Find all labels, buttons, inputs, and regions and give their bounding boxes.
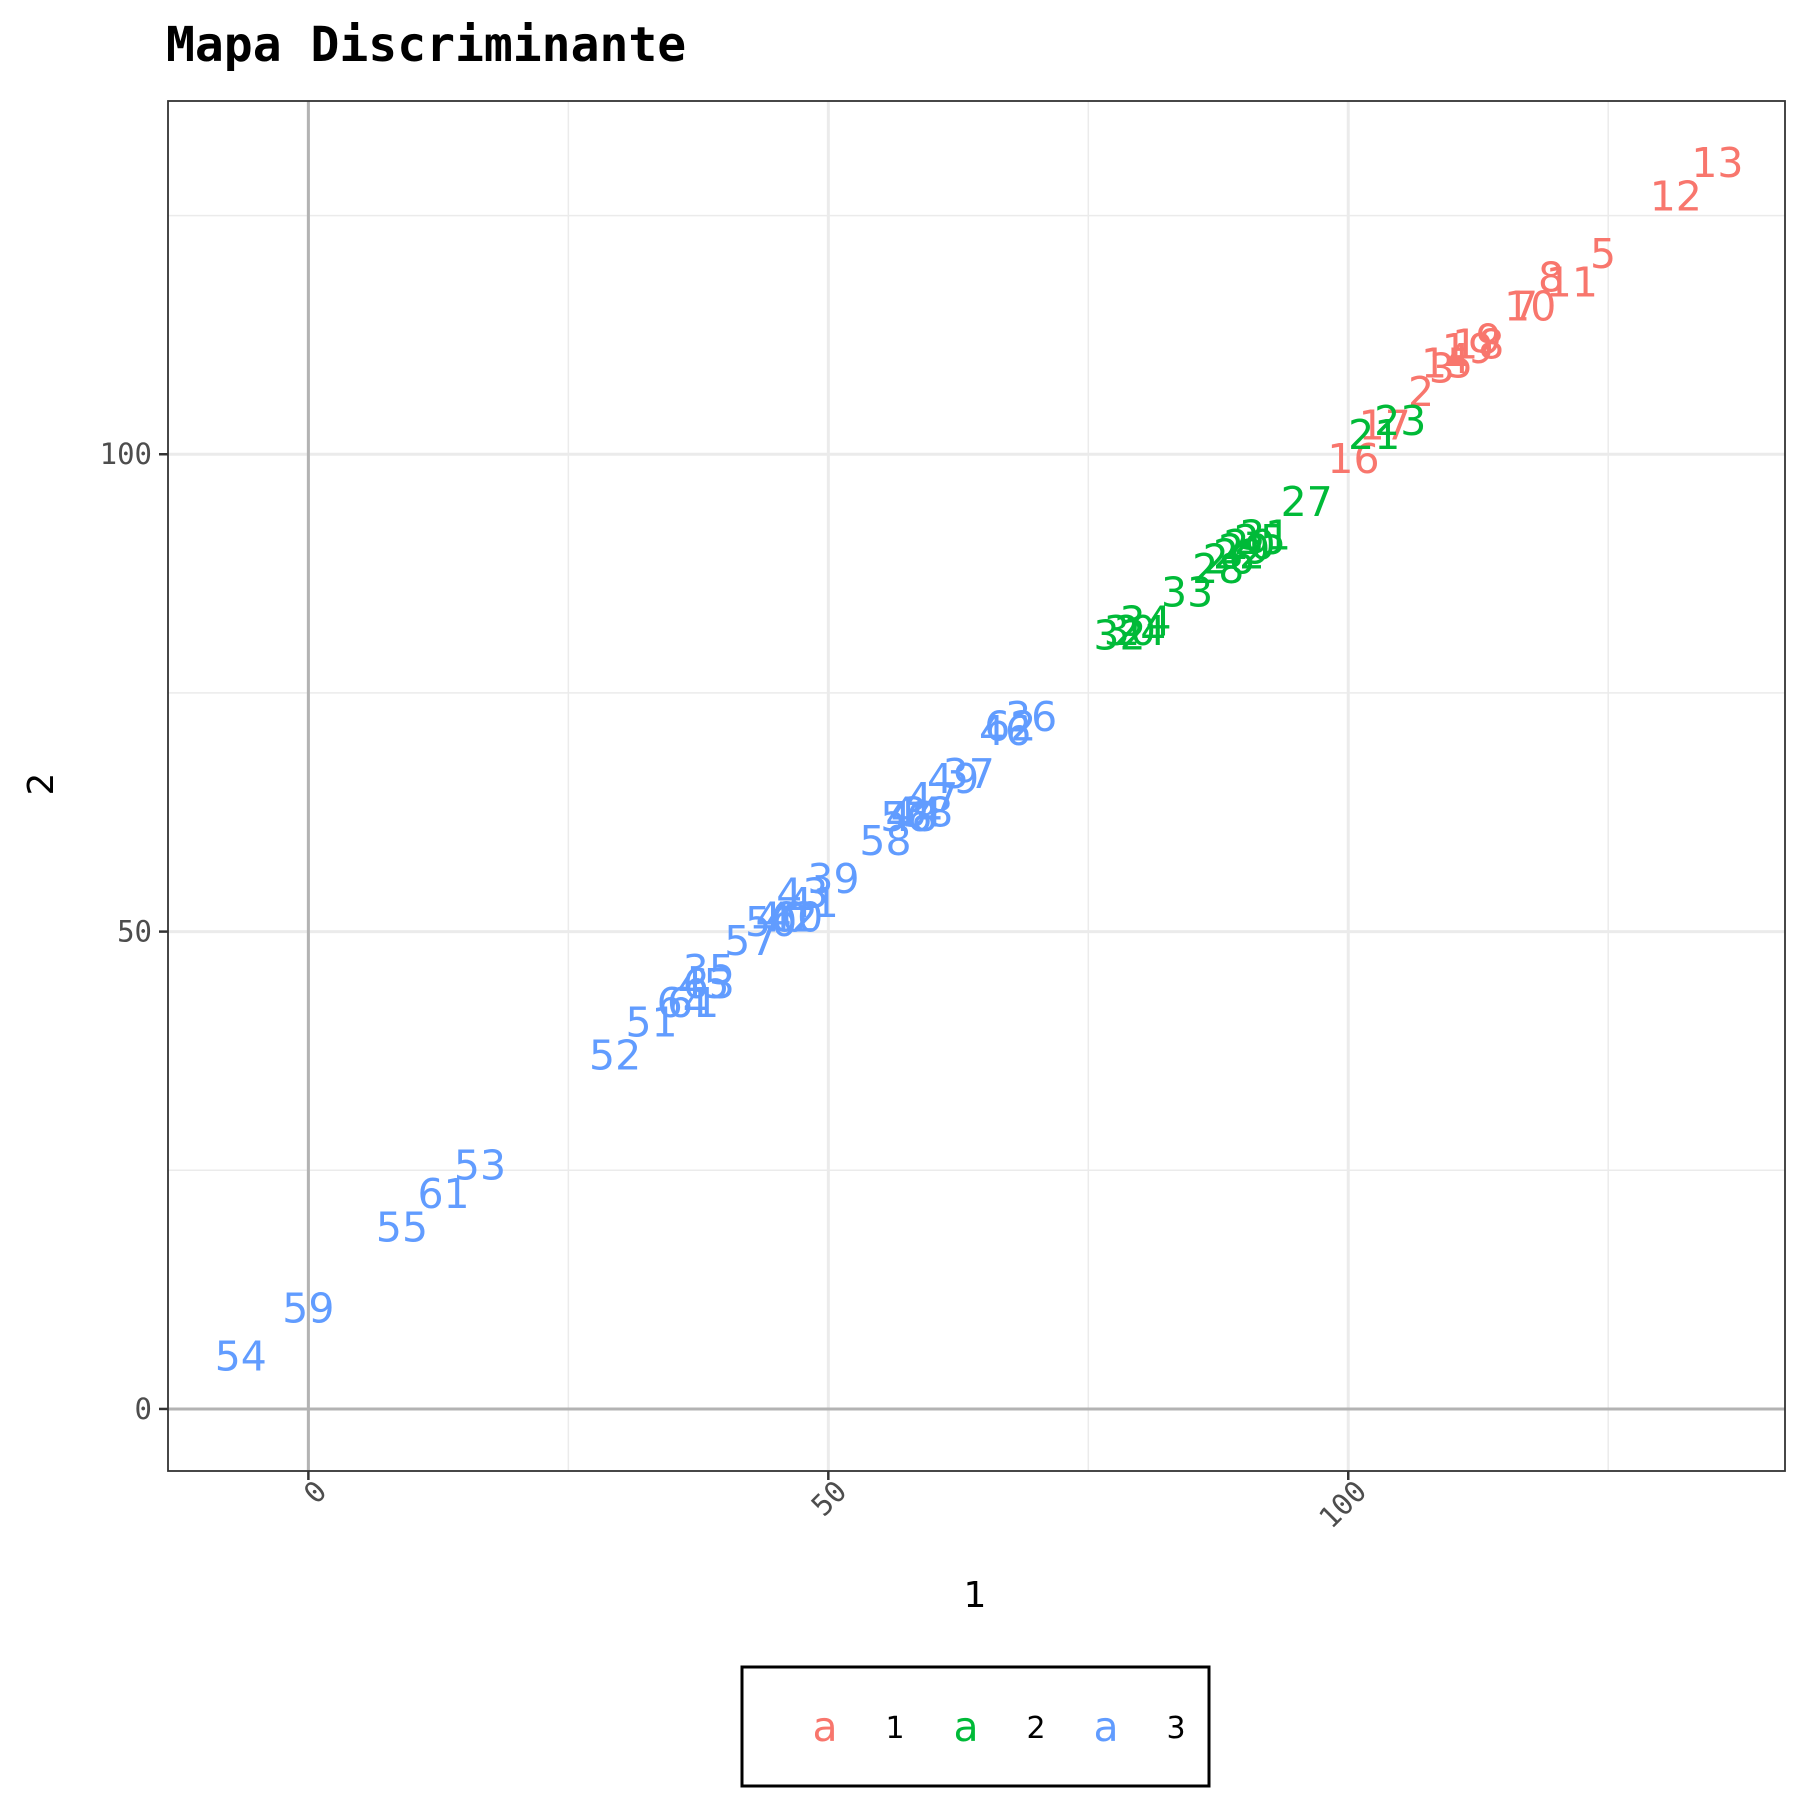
x-axis: 0 50 100: [297, 1471, 1373, 1535]
point-label-3: 59: [282, 1285, 334, 1333]
point-label-3: 44: [891, 788, 943, 836]
point-label-2: 30: [1104, 607, 1156, 655]
point-label-2: 27: [1281, 478, 1333, 526]
point-label-1: 13: [1691, 139, 1743, 187]
point-label-1: 12: [1650, 172, 1702, 220]
point-label-1: 17: [1359, 402, 1411, 450]
point-label-2: 25: [1234, 516, 1286, 564]
point-label-2: 23: [1374, 397, 1426, 445]
point-label-1: 9: [1476, 316, 1502, 364]
point-label-1: 15: [1421, 340, 1473, 388]
point-label-2: 28: [1192, 545, 1244, 593]
point-label-3: 48: [885, 793, 937, 841]
point-label-2: 24: [1114, 607, 1166, 655]
point-label-2: 20: [1223, 521, 1275, 569]
point-label-3: 39: [807, 855, 859, 903]
point-label-1: 10: [1504, 282, 1556, 330]
point-label-1: 5: [1590, 230, 1616, 278]
point-label-3: 55: [376, 1204, 428, 1252]
x-tick-label: 0: [297, 1474, 333, 1510]
point-label-3: 56: [880, 793, 932, 841]
point-label-2: 33: [1161, 569, 1213, 617]
point-label-3: 60: [771, 893, 823, 941]
point-label-2: 31: [1239, 511, 1291, 559]
plot-background: [168, 101, 1785, 1471]
x-axis-title: 1: [964, 1575, 987, 1616]
point-label-1: 7: [1512, 282, 1538, 330]
legend: a 1 a 2 a 3: [740, 1665, 1211, 1788]
point-label-1: 8: [1538, 254, 1564, 302]
point-label-3: 57: [724, 917, 776, 965]
point-label-3: 64: [657, 979, 709, 1027]
y-tick-label: 50: [117, 915, 152, 949]
y-axis: 0 50 100: [100, 437, 168, 1426]
point-label-3: 35: [683, 946, 735, 994]
grid-minor: [168, 101, 1785, 1471]
point-label-2: 26: [1203, 535, 1255, 583]
point-label-2: 32: [1093, 612, 1145, 660]
point-label-2: 29: [1218, 526, 1270, 574]
point-label-1: 4: [1444, 335, 1470, 383]
point-label-1: 19: [1442, 325, 1494, 373]
point-label-3: 42: [766, 893, 818, 941]
x-tick-label: 100: [1312, 1474, 1373, 1535]
point-label-3: 36: [1005, 693, 1057, 741]
data-labels: 1312511810791819415321716232127312520292…: [215, 139, 1744, 1380]
point-label-3: 45: [677, 960, 729, 1008]
point-label-3: 47: [906, 774, 958, 822]
point-label-1: 3: [1429, 344, 1455, 392]
legend-box: [740, 1665, 1211, 1788]
reference-lines: [168, 101, 1785, 1471]
legend-key-3: a: [1093, 1703, 1118, 1751]
plot-panel: 1312511810791819415321716232127312520292…: [167, 100, 1786, 1472]
point-label-3: 51: [625, 998, 677, 1046]
point-label-3: 52: [589, 1032, 641, 1080]
y-tick-label: 0: [135, 1392, 152, 1426]
point-label-3: 61: [667, 979, 719, 1027]
point-label-2: 22: [1213, 530, 1265, 578]
legend-label-1: 1: [885, 1711, 904, 1746]
legend-key-2: a: [953, 1703, 978, 1751]
point-label-3: 53: [454, 1141, 506, 1189]
point-label-3: 63: [683, 960, 735, 1008]
point-label-1: 2: [1408, 368, 1434, 416]
legend-label-3: 3: [1166, 1711, 1185, 1746]
point-label-3: 58: [859, 817, 911, 865]
point-label-3: 50: [745, 898, 797, 946]
point-label-3: 61: [417, 1170, 469, 1218]
point-label-2: 34: [1119, 597, 1171, 645]
chart-title: Mapa Discriminante: [166, 17, 686, 73]
legend-label-2: 2: [1026, 1711, 1045, 1746]
point-label-3: 62: [984, 702, 1036, 750]
point-label-3: 38: [901, 788, 953, 836]
point-label-3: 43: [776, 869, 828, 917]
legend-key-1: a: [812, 1703, 837, 1751]
point-label-3: 46: [979, 707, 1031, 755]
y-axis-title: 2: [21, 773, 62, 796]
y-tick-label: 100: [100, 437, 152, 471]
point-label-2: 21: [1348, 411, 1400, 459]
point-label-3: 54: [215, 1332, 267, 1380]
point-label-3: 40: [755, 893, 807, 941]
point-label-3: 49: [927, 755, 979, 803]
x-tick-label: 50: [805, 1474, 854, 1523]
point-label-1: 16: [1327, 435, 1379, 483]
plot-border: [167, 100, 1786, 1472]
point-label-3: 37: [943, 750, 995, 798]
point-label-1: 11: [1546, 258, 1598, 306]
point-label-1: 18: [1452, 320, 1504, 368]
point-label-3: 41: [787, 879, 839, 927]
